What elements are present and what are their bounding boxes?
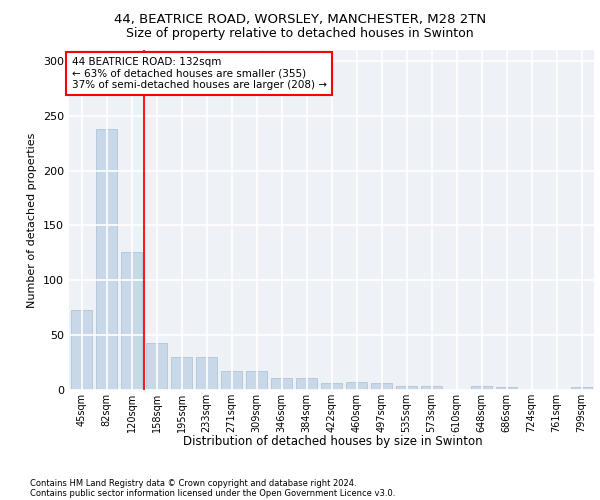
Bar (296, 378, 317, 390)
Bar (121, 252, 142, 390)
Text: 44, BEATRICE ROAD, WORSLEY, MANCHESTER, M28 2TN: 44, BEATRICE ROAD, WORSLEY, MANCHESTER, … (114, 12, 486, 26)
Text: Contains HM Land Registry data © Crown copyright and database right 2024.: Contains HM Land Registry data © Crown c… (30, 478, 356, 488)
Bar (346, 382, 367, 390)
Bar (246, 372, 267, 390)
Bar (371, 384, 392, 390)
Bar (171, 357, 192, 390)
Bar (271, 378, 292, 390)
Bar (396, 386, 417, 390)
Bar (421, 386, 442, 390)
Text: Size of property relative to detached houses in Swinton: Size of property relative to detached ho… (126, 28, 474, 40)
Text: Distribution of detached houses by size in Swinton: Distribution of detached houses by size … (183, 435, 483, 448)
Bar (571, 386, 592, 390)
Bar (146, 343, 167, 390)
Text: 44 BEATRICE ROAD: 132sqm
← 63% of detached houses are smaller (355)
37% of semi-: 44 BEATRICE ROAD: 132sqm ← 63% of detach… (71, 57, 326, 90)
Y-axis label: Number of detached properties: Number of detached properties (28, 132, 37, 308)
Bar (71, 310, 92, 390)
Text: Contains public sector information licensed under the Open Government Licence v3: Contains public sector information licen… (30, 488, 395, 498)
Bar (496, 386, 517, 390)
Bar (196, 357, 217, 390)
Bar (471, 386, 492, 390)
Bar (321, 384, 342, 390)
Bar (221, 372, 242, 390)
Bar (96, 129, 117, 390)
